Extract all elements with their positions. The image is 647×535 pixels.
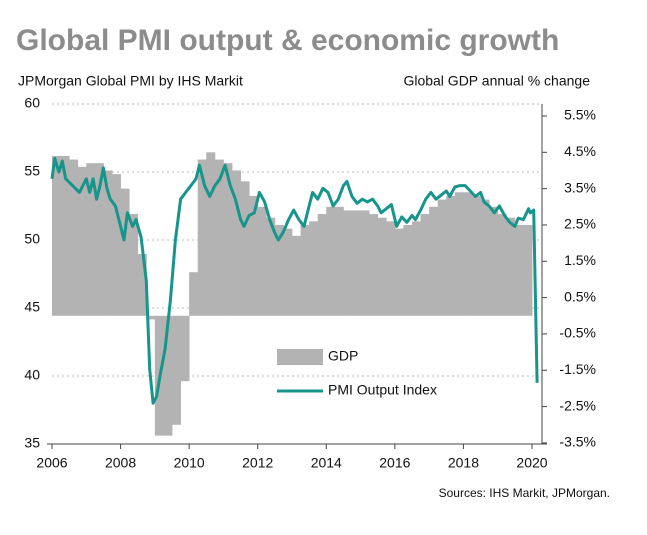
gdp-bar <box>94 163 104 316</box>
gdp-bar <box>52 155 61 316</box>
gdp-bar <box>129 214 139 316</box>
gdp-bar <box>506 217 516 316</box>
y2-tick-label: 5.5% <box>564 107 596 123</box>
gdp-bar <box>463 192 473 316</box>
gdp-bar <box>489 206 499 316</box>
gdp-bar <box>394 228 404 316</box>
gdp-bar <box>360 210 370 316</box>
gdp-bar <box>480 199 490 316</box>
gdp-bar <box>60 155 70 316</box>
y2-tick-label: 1.5% <box>564 252 596 268</box>
gdp-bar <box>257 206 267 316</box>
gdp-bar <box>180 315 190 382</box>
gdp-bar <box>343 210 353 316</box>
gdp-bar <box>429 206 439 316</box>
gdp-bar <box>369 214 379 316</box>
legend-label: PMI Output Index <box>328 382 437 398</box>
y-tick-label: 60 <box>24 95 40 111</box>
gdp-bar <box>112 174 121 316</box>
y2-tick-label: 4.5% <box>564 143 596 159</box>
gdp-bar <box>283 228 293 316</box>
source-note: Sources: IHS Markit, JPMorgan. <box>439 486 610 500</box>
gdp-bar <box>69 159 79 316</box>
legend-swatch <box>277 349 323 365</box>
gdp-bar <box>514 224 524 316</box>
y2-tick-label: -1.5% <box>559 361 596 377</box>
x-tick-label: 2006 <box>36 455 67 471</box>
gdp-bar <box>274 224 284 316</box>
gdp-bar <box>172 315 181 425</box>
plot-area: 35 40 45 50 55 60 5.5% 4.5% 3.5% 2.5% 1.5% 0.5% -0.5… <box>24 95 596 471</box>
gdp-bar <box>292 235 301 316</box>
y2-tick-label: 0.5% <box>564 288 596 304</box>
gdp-bar <box>497 214 507 316</box>
gdp-bar <box>412 221 421 316</box>
gdp-bar <box>86 163 96 316</box>
gdp-bar <box>437 199 447 316</box>
y-tick-label: 50 <box>24 231 40 247</box>
x-tick-label: 2010 <box>174 455 205 471</box>
gdp-bar <box>240 181 250 316</box>
gdp-bar <box>266 217 276 316</box>
y2-axis-label: Global GDP annual % change <box>403 73 590 89</box>
gdp-bar <box>163 315 173 436</box>
gdp-bar <box>137 254 147 316</box>
y-tick-label: 40 <box>24 367 40 383</box>
gdp-bar <box>223 163 233 316</box>
gdp-bar <box>523 224 533 316</box>
gdp-bar <box>472 195 481 316</box>
gdp-bar <box>146 315 156 320</box>
gdp-bar <box>377 217 387 316</box>
gdp-bar <box>420 214 430 316</box>
y2-tick-label: -3.5% <box>559 434 596 450</box>
gdp-bar <box>300 224 310 316</box>
chart-title: Global PMI output & economic growth <box>16 24 559 57</box>
y-tick-label: 55 <box>24 163 40 179</box>
gdp-bar <box>77 166 87 316</box>
gdp-bar <box>403 224 413 316</box>
gdp-bar <box>334 206 344 316</box>
gdp-bar <box>326 206 336 316</box>
x-tick-label: 2014 <box>311 455 342 471</box>
gdp-bar <box>249 195 259 316</box>
gdp-bar <box>120 188 130 316</box>
gdp-bar <box>454 192 464 316</box>
y2-tick-label: 2.5% <box>564 216 596 232</box>
y-tick-label: 35 <box>24 435 40 451</box>
gdp-bar <box>317 214 327 316</box>
gdp-bar <box>232 170 241 316</box>
gdp-bar <box>309 221 319 316</box>
gdp-bar <box>214 159 224 316</box>
x-tick-label: 2020 <box>516 455 547 471</box>
legend-label: GDP <box>328 348 358 364</box>
y2-tick-label: 3.5% <box>564 179 596 195</box>
x-tick-label: 2018 <box>448 455 479 471</box>
gdp-bar <box>352 210 361 316</box>
gdp-bar <box>189 272 199 316</box>
y-tick-label: 45 <box>24 299 40 315</box>
gdp-bar <box>386 221 396 316</box>
y-axis-label: JPMorgan Global PMI by IHS Markit <box>18 73 243 89</box>
gdp-bar <box>206 152 216 316</box>
gdp-bar <box>197 159 207 316</box>
y2-tick-label: -2.5% <box>559 397 596 413</box>
gdp-bar <box>446 195 456 316</box>
x-tick-label: 2008 <box>105 455 136 471</box>
x-tick-label: 2016 <box>379 455 410 471</box>
y2-tick-label: -0.5% <box>559 325 596 341</box>
x-tick-label: 2012 <box>242 455 273 471</box>
pmi-line <box>50 156 539 405</box>
gdp-bar <box>103 170 113 316</box>
